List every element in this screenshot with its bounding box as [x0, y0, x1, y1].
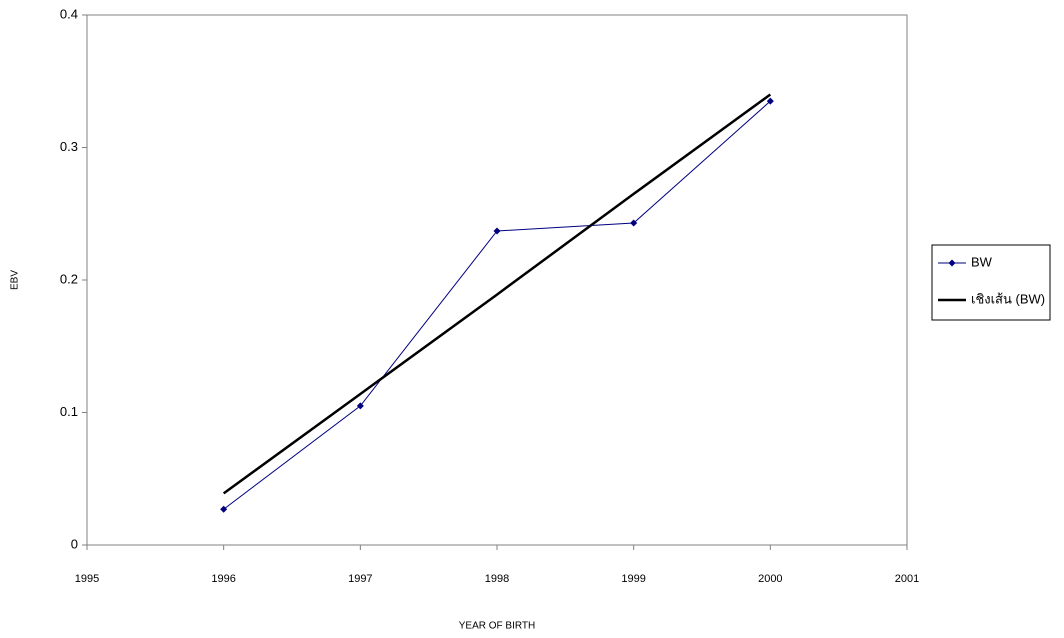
- x-tick-label: 1997: [348, 573, 372, 585]
- y-tick-label: 0.1: [60, 404, 78, 419]
- y-tick-label: 0.2: [60, 271, 78, 286]
- x-tick-label: 2000: [758, 573, 782, 585]
- y-tick-label: 0.4: [60, 6, 78, 21]
- legend-label: BW: [971, 254, 993, 269]
- legend-label: เชิงเส้น (BW): [971, 291, 1045, 306]
- chart: YEAR OF BIRTH EBV 0 0.1 0.2 0.3 0.4 1995 1996 1…: [0, 0, 1064, 633]
- x-tick-label: 1996: [211, 573, 235, 585]
- y-axis-label: EBV: [10, 270, 21, 290]
- x-tick-label: 1999: [621, 573, 645, 585]
- x-tick-label: 2001: [895, 573, 919, 585]
- y-tick-label: 0.3: [60, 139, 78, 154]
- x-tick-label: 1998: [485, 573, 509, 585]
- x-axis-label: YEAR OF BIRTH: [459, 621, 536, 632]
- y-tick-label: 0: [71, 536, 78, 551]
- background: [0, 0, 1064, 633]
- x-tick-label: 1995: [75, 573, 99, 585]
